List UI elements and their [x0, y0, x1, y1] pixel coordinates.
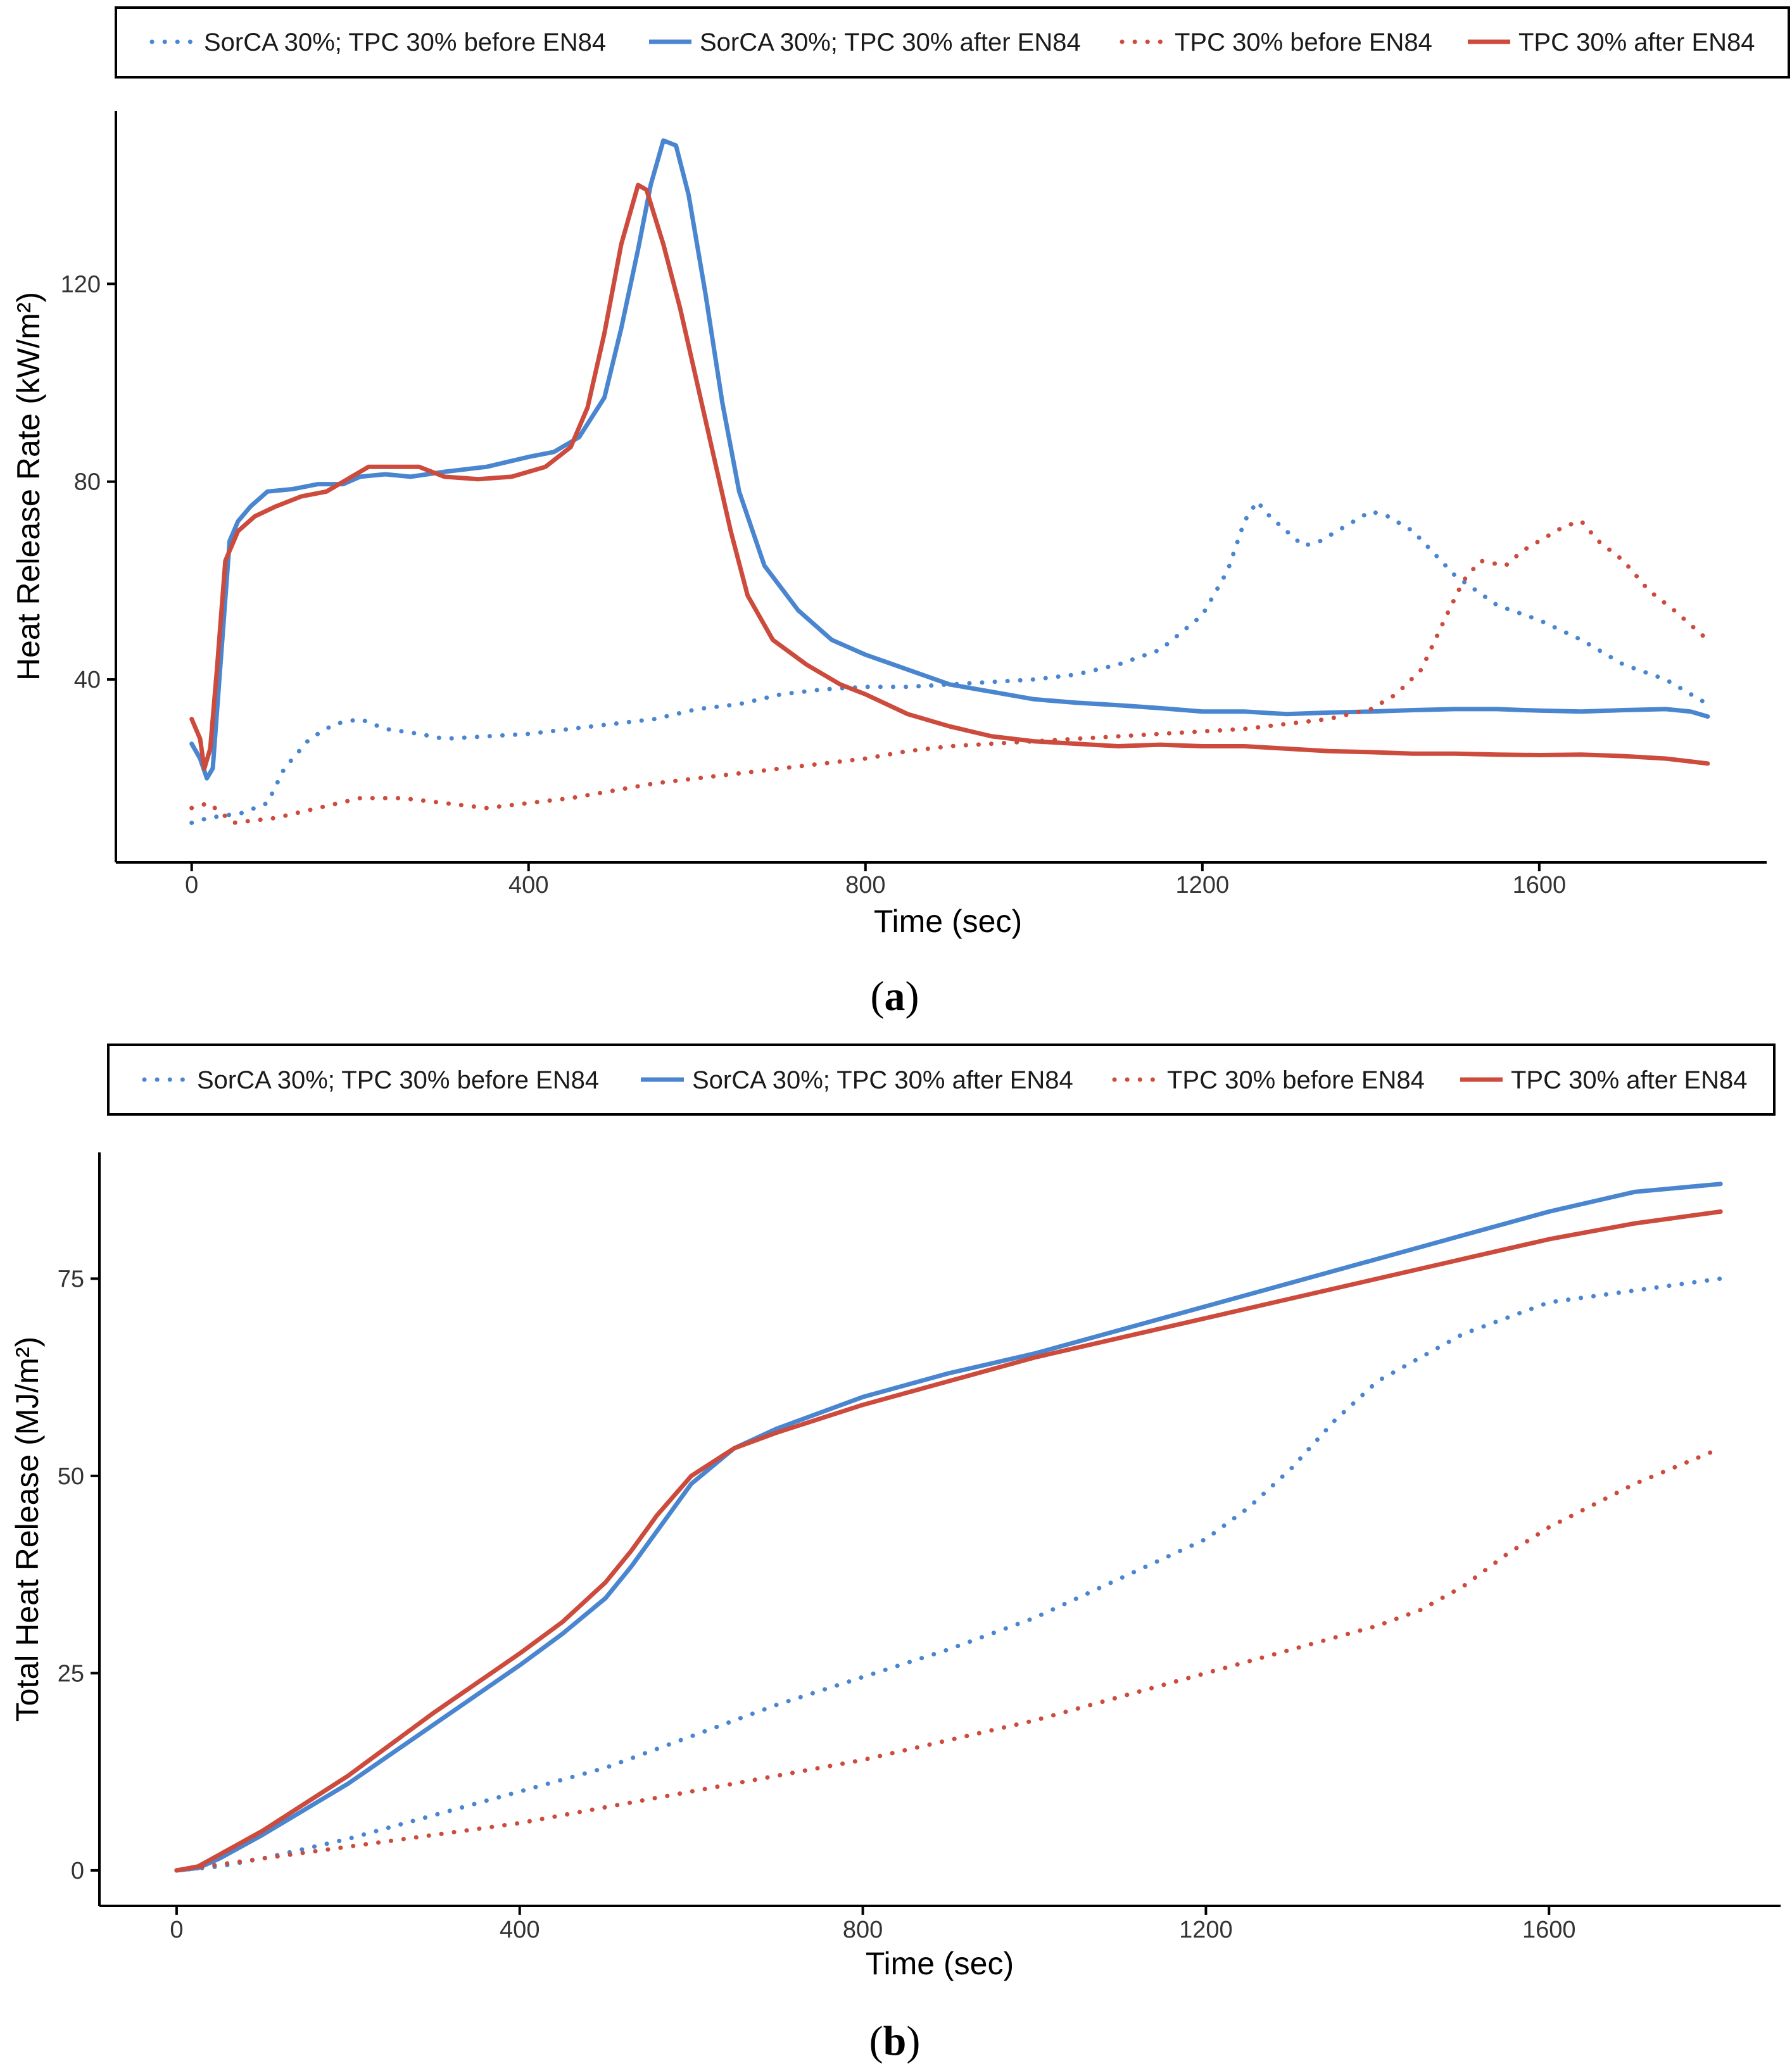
x-ticks-a: 0 400 800 1200 1600	[185, 862, 1566, 898]
y-tick-label-50: 50	[58, 1463, 84, 1490]
panel-label-a-letter: a	[885, 973, 905, 1019]
x-tick-label-1200: 1200	[1176, 872, 1230, 898]
x-axis-title-a: Time (sec)	[874, 904, 1022, 939]
y-tick-label-0: 0	[71, 1858, 84, 1884]
y-tick-label-25: 25	[58, 1660, 84, 1687]
y-axis-title-a: Heat Release Rate (kW/m²)	[11, 292, 46, 681]
series-line-a-3	[189, 182, 1710, 771]
legend-b-label-3: TPC 30% after EN84	[1511, 1066, 1748, 1094]
x-ticks-b: 0 400 800 1200 1600	[170, 1906, 1576, 1943]
x-tick-label-0: 0	[185, 872, 198, 898]
x-tick-label-1200: 1200	[1179, 1917, 1233, 1943]
legend-a-label-1: SorCA 30%; TPC 30% after EN84	[700, 28, 1081, 56]
legend-b-label-1: SorCA 30%; TPC 30% after EN84	[692, 1066, 1073, 1094]
plot-area-a: 0 400 800 1200 1600 40 80 120	[61, 111, 1767, 898]
series-layer-a	[189, 138, 1710, 825]
series-line-b-0	[174, 1276, 1723, 1873]
y-tick-label-80: 80	[74, 469, 101, 496]
y-axis-title-b: Total Heat Release (MJ/m²)	[9, 1337, 45, 1722]
x-tick-label-0: 0	[170, 1917, 183, 1943]
series-line-b-2	[174, 1446, 1723, 1873]
x-tick-label-1600: 1600	[1513, 872, 1567, 898]
x-axis-title-b: Time (sec)	[866, 1946, 1014, 1981]
x-tick-label-800: 800	[843, 1917, 883, 1943]
panel-label-a: (a)	[871, 973, 919, 1019]
legend-b-label-2: TPC 30% before EN84	[1167, 1066, 1425, 1094]
series-line-b-3	[174, 1209, 1723, 1873]
x-tick-label-400: 400	[500, 1917, 539, 1943]
y-tick-label-120: 120	[61, 271, 101, 298]
y-ticks-a: 40 80 120	[61, 271, 116, 693]
y-tick-label-75: 75	[58, 1266, 84, 1292]
series-line-a-2	[189, 519, 1710, 825]
series-line-a-1	[189, 138, 1710, 781]
panel-a-heat-release-rate: SorCA 30%; TPC 30% before EN84 SorCA 30%…	[11, 6, 1790, 1019]
x-tick-label-800: 800	[845, 872, 885, 898]
legend-a-label-0: SorCA 30%; TPC 30% before EN84	[204, 28, 606, 56]
y-tick-label-40: 40	[74, 667, 101, 693]
plot-area-b: 0 400 800 1200 1600 0 25 50 75	[58, 1152, 1781, 1943]
panel-label-b-letter: b	[883, 2018, 907, 2064]
series-line-b-1	[174, 1182, 1723, 1873]
legend-a: SorCA 30%; TPC 30% before EN84 SorCA 30%…	[149, 28, 1755, 56]
legend-a-label-3: TPC 30% after EN84	[1518, 28, 1755, 56]
legend-b-label-0: SorCA 30%; TPC 30% before EN84	[197, 1066, 599, 1094]
series-line-a-0	[189, 499, 1710, 825]
x-tick-label-1600: 1600	[1522, 1917, 1576, 1943]
panel-label-b: (b)	[869, 2018, 921, 2064]
series-layer-b	[174, 1182, 1723, 1873]
legend-b: SorCA 30%; TPC 30% before EN84 SorCA 30%…	[142, 1066, 1748, 1094]
panel-b-total-heat-release: SorCA 30%; TPC 30% before EN84 SorCA 30%…	[9, 1043, 1781, 2064]
x-tick-label-400: 400	[508, 872, 548, 898]
legend-a-label-2: TPC 30% before EN84	[1175, 28, 1432, 56]
y-ticks-b: 0 25 50 75	[58, 1266, 99, 1884]
